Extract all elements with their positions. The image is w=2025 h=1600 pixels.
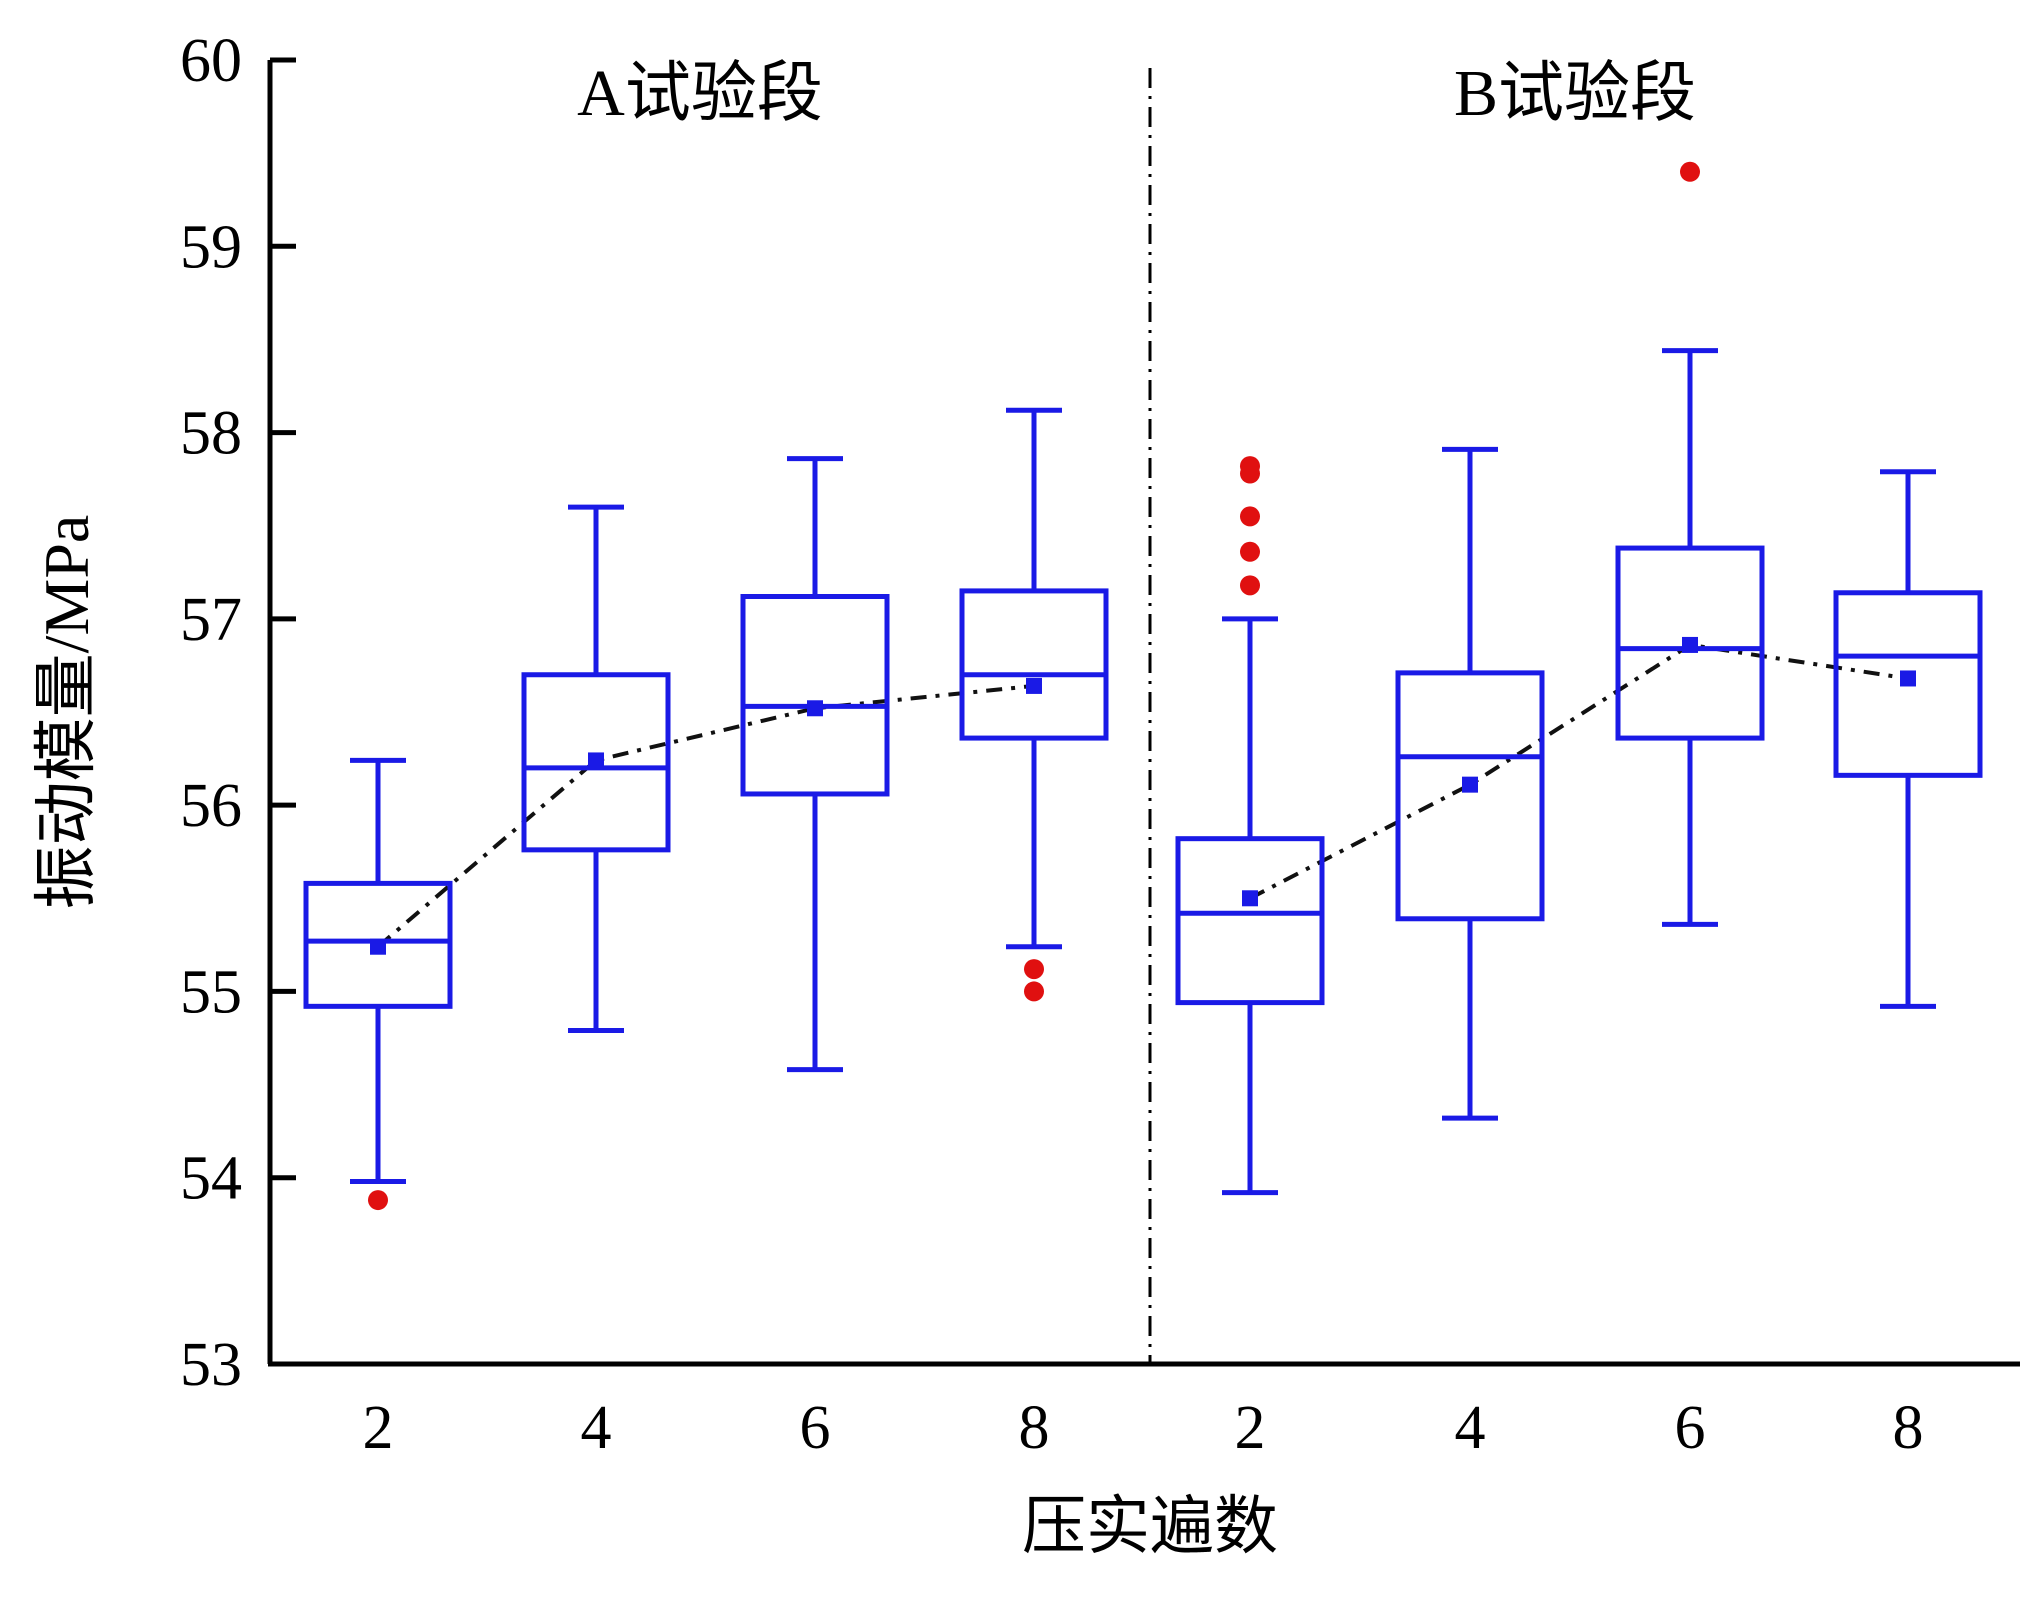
box-iqr (1615, 545, 1765, 741)
mean-marker (1682, 636, 1698, 653)
box-layer (303, 161, 1983, 1211)
mean-marker (1900, 670, 1916, 687)
box-iqr (521, 672, 671, 853)
box-iqr (1833, 590, 1983, 778)
mean-marker (1242, 890, 1258, 907)
box-iqr (740, 594, 890, 797)
box-plot-item (521, 504, 671, 1034)
outlier-point (1240, 541, 1260, 562)
x-tick-label: 4 (1455, 1394, 1486, 1462)
outlier-point (1024, 959, 1044, 980)
y-tick-label: 59 (180, 213, 242, 281)
box-iqr (959, 588, 1109, 741)
mean-marker (807, 700, 823, 717)
y-tick-label: 55 (180, 958, 242, 1026)
y-axis-title: 振动模量/MPa (31, 515, 102, 910)
mean-marker (588, 752, 604, 769)
outlier-point (1240, 575, 1260, 596)
box-iqr (1175, 836, 1325, 1006)
box-plot-item (303, 757, 453, 1211)
mean-marker (1462, 776, 1478, 793)
box-plot-item (1395, 446, 1545, 1121)
x-tick-label: 2 (1235, 1394, 1266, 1462)
panel-label-a: A试验段 (577, 57, 823, 130)
box-iqr (303, 880, 453, 1009)
y-tick-label: 60 (180, 27, 242, 95)
mean-marker (1026, 677, 1042, 694)
trend-line-a (376, 683, 1035, 949)
x-tick-label: 2 (363, 1394, 394, 1462)
trend-lines (376, 642, 1909, 949)
x-tick-label: 8 (1893, 1394, 1924, 1462)
box-iqr (1395, 670, 1545, 922)
x-tick-label: 4 (581, 1394, 612, 1462)
y-axis-ticks: 53 54 55 56 57 58 59 60 (180, 27, 296, 1399)
y-tick-label: 56 (180, 772, 242, 840)
outlier-point (1240, 506, 1260, 527)
mean-marker (370, 938, 386, 955)
box-plot-item (959, 407, 1109, 1002)
x-axis-ticks: 2 4 6 8 2 4 6 8 (363, 1394, 1924, 1462)
x-axis-title: 压实遍数 (1022, 1491, 1278, 1562)
outlier-point (1680, 161, 1700, 182)
y-tick-label: 53 (180, 1331, 242, 1399)
box-plot-item (1175, 456, 1325, 1196)
trend-line-b (1249, 642, 1909, 901)
x-tick-label: 8 (1019, 1394, 1050, 1462)
x-tick-label: 6 (1675, 1394, 1706, 1462)
panel-label-b: B试验段 (1454, 57, 1696, 130)
outlier-point (1024, 981, 1044, 1002)
box-plot-item (740, 456, 890, 1073)
y-tick-label: 54 (180, 1145, 242, 1213)
outlier-point (1240, 463, 1260, 484)
outlier-point (368, 1190, 388, 1211)
y-tick-label: 58 (180, 400, 242, 468)
box-plot-item (1615, 161, 1765, 927)
x-tick-label: 6 (800, 1394, 831, 1462)
y-tick-label: 57 (180, 586, 242, 654)
box-plot-item (1833, 469, 1983, 1009)
